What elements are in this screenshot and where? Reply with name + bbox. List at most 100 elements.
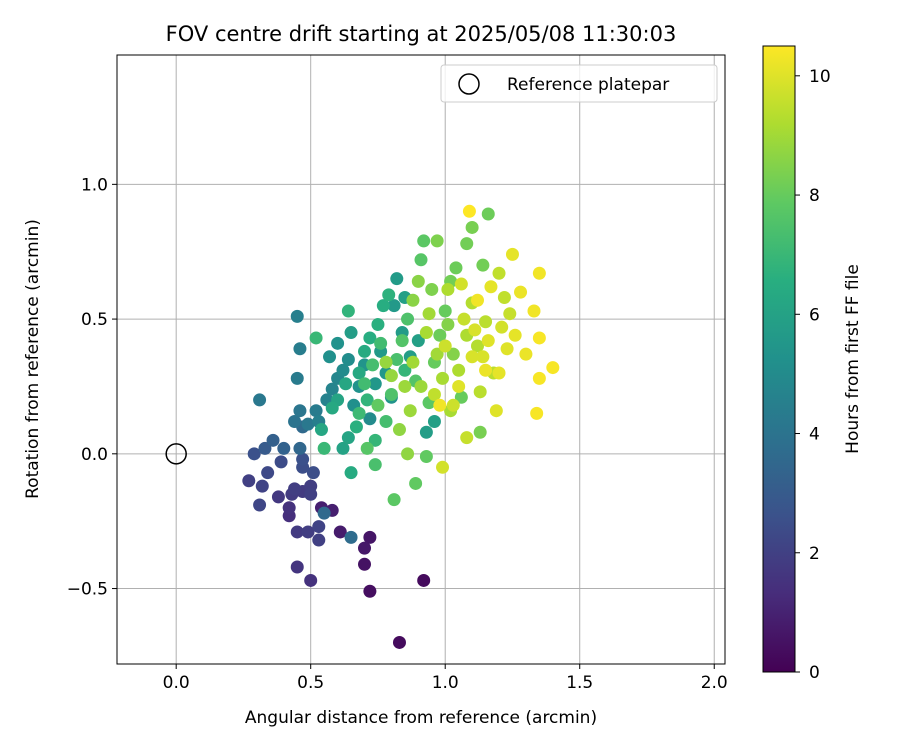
data-point <box>409 476 423 490</box>
data-point <box>258 441 272 455</box>
colorbar-tick-label: 0 <box>809 663 820 683</box>
plot-frame <box>116 54 726 665</box>
data-point <box>484 280 498 294</box>
data-point <box>438 339 452 353</box>
grid <box>117 55 725 664</box>
data-point <box>293 342 307 356</box>
data-point <box>473 425 487 439</box>
data-point <box>336 441 350 455</box>
data-point <box>508 328 522 342</box>
colorbar-gradient <box>762 45 796 673</box>
data-points <box>242 204 560 649</box>
data-point <box>349 420 363 434</box>
x-tick-label: 1.0 <box>432 673 459 693</box>
data-point <box>403 404 417 418</box>
data-point <box>341 431 355 445</box>
data-point <box>312 533 326 547</box>
data-point <box>457 312 471 326</box>
data-point <box>479 363 493 377</box>
data-point <box>419 425 433 439</box>
data-point <box>382 288 396 302</box>
data-point <box>325 382 339 396</box>
y-tick-label: 0.0 <box>81 445 108 465</box>
data-point <box>261 466 275 480</box>
data-point <box>419 450 433 464</box>
data-point <box>288 414 302 428</box>
data-point <box>387 299 401 313</box>
data-point <box>352 406 366 420</box>
data-point <box>441 317 455 331</box>
data-point <box>401 447 415 461</box>
reference-marker <box>165 443 187 465</box>
data-point <box>242 474 256 488</box>
data-point <box>492 266 506 280</box>
data-point <box>481 334 495 348</box>
legend: Reference platepar <box>440 64 718 103</box>
data-point <box>530 406 544 420</box>
data-point <box>387 493 401 507</box>
data-point <box>406 355 420 369</box>
data-point <box>532 371 546 385</box>
data-point <box>401 312 415 326</box>
data-point <box>460 237 474 251</box>
data-point <box>452 363 466 377</box>
data-point <box>462 204 476 218</box>
chart-title: FOV centre drift starting at 2025/05/08 … <box>166 22 677 46</box>
data-point <box>460 431 474 445</box>
data-point <box>452 379 466 393</box>
data-point <box>277 441 291 455</box>
data-point <box>363 584 377 598</box>
data-point <box>430 234 444 248</box>
data-point <box>419 326 433 340</box>
data-point <box>323 350 337 364</box>
data-point <box>368 433 382 447</box>
plot-background <box>117 55 725 664</box>
data-point <box>503 307 517 321</box>
data-point <box>438 304 452 318</box>
data-point <box>363 331 377 345</box>
data-point <box>395 334 409 348</box>
data-point <box>411 274 425 288</box>
colorbar-tick-label: 6 <box>809 305 820 325</box>
data-point <box>519 347 533 361</box>
data-point <box>379 414 393 428</box>
data-point <box>288 482 302 496</box>
data-point <box>293 404 307 418</box>
data-point <box>454 277 468 291</box>
y-tick-label: 0.5 <box>81 310 108 330</box>
data-point <box>331 336 345 350</box>
data-point <box>433 398 447 412</box>
data-point <box>384 369 398 383</box>
data-point <box>514 285 528 299</box>
data-point <box>446 398 460 412</box>
legend-reference-icon <box>458 73 480 95</box>
data-point <box>390 353 404 366</box>
data-point <box>390 272 404 286</box>
colorbar-tick-label: 8 <box>809 186 820 206</box>
data-point <box>290 525 304 539</box>
data-point <box>398 379 412 393</box>
data-point <box>293 441 307 455</box>
data-point <box>271 490 285 504</box>
data-point <box>290 371 304 385</box>
data-point <box>371 317 385 331</box>
data-point <box>376 299 390 313</box>
data-point <box>344 530 358 544</box>
data-point <box>427 414 441 428</box>
legend-box <box>440 64 718 103</box>
data-point <box>255 479 269 493</box>
data-point <box>341 353 355 366</box>
colorbar-ticks: 0 2 4 6 8 10 <box>795 67 831 683</box>
data-point <box>392 635 406 649</box>
data-point <box>306 466 320 480</box>
data-point <box>344 326 358 340</box>
data-point <box>476 350 490 364</box>
data-point <box>371 398 385 412</box>
data-point <box>479 315 493 329</box>
data-point <box>379 355 393 369</box>
data-point <box>505 247 519 261</box>
data-point <box>500 342 514 356</box>
x-axis-ticks: 0.0 0.5 1.0 1.5 2.0 <box>163 664 728 693</box>
data-point <box>384 388 398 402</box>
data-point <box>532 331 546 345</box>
